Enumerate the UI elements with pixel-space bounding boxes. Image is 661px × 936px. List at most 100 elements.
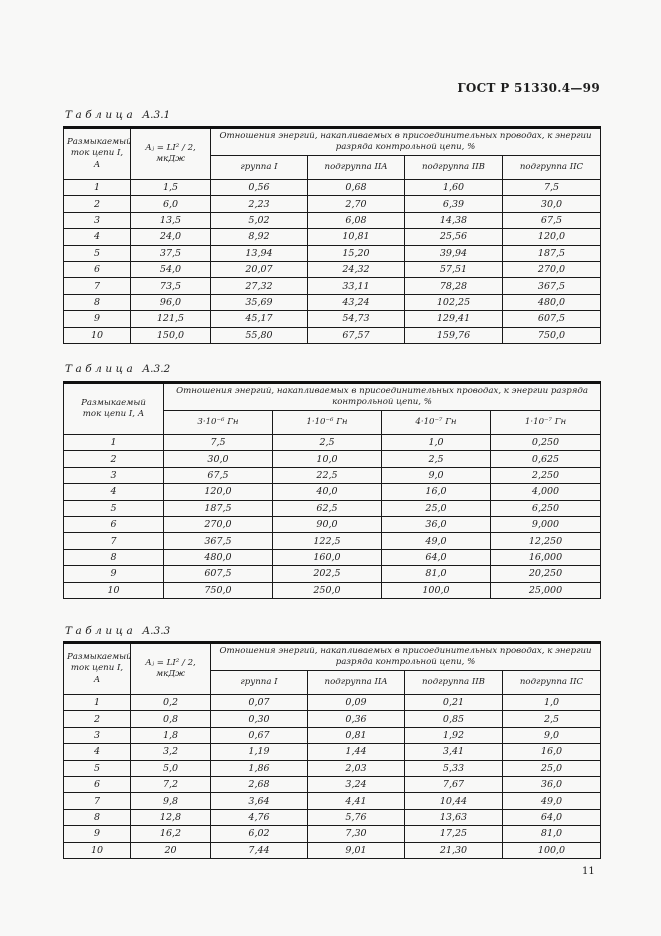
table-a31-label: Таблица А.3.1 xyxy=(65,109,170,121)
table-cell: 10,44 xyxy=(404,792,503,810)
table-cell: 81,0 xyxy=(381,565,491,583)
table-cell: 5 xyxy=(63,244,131,262)
table-cell: 12,250 xyxy=(489,532,602,550)
table-header-row: Размыкаемый ток цепи I, А Аⱼ = LI² / 2, … xyxy=(63,127,602,180)
span-header-energy-ratios: Отношения энергий, накапливаемых в присо… xyxy=(162,382,602,411)
table-cell: 2,70 xyxy=(307,195,405,213)
table-cell: 120,0 xyxy=(501,228,602,246)
table-cell: 0,68 xyxy=(307,178,405,197)
table-cell: 2,5 xyxy=(272,433,382,452)
table-a32: Размыкаемый ток цепи I, А Отношения энер… xyxy=(63,381,602,599)
table-cell: 6,250 xyxy=(489,499,602,517)
table-cell: 1 xyxy=(63,693,131,712)
col-header-current: Размыкаемый ток цепи I, А xyxy=(63,127,131,180)
table-cell: 0,07 xyxy=(210,693,308,712)
table-cell: 13,5 xyxy=(130,211,211,230)
table-cell: 3,24 xyxy=(307,775,405,794)
table-cell: 100,0 xyxy=(501,841,602,859)
table-cell: 480,0 xyxy=(163,548,273,567)
table-cell: 8 xyxy=(63,293,131,312)
table-cell: 54,73 xyxy=(307,310,405,328)
table-cell: 1,44 xyxy=(307,743,405,761)
table-cell: 367,5 xyxy=(501,277,602,295)
table-cell: 7 xyxy=(63,277,131,295)
table-cell: 1,0 xyxy=(501,693,602,712)
table-row: 6 54,0 20,07 24,32 57,51 270,0 xyxy=(63,260,602,279)
table-row: 7 367,5 122,5 49,0 12,250 xyxy=(63,532,602,550)
table-cell: 5,33 xyxy=(404,759,503,777)
table-cell: 36,0 xyxy=(501,775,602,794)
table-cell: 160,0 xyxy=(272,548,382,567)
table-cell: 14,38 xyxy=(404,211,503,230)
table-label-number: А.3.2 xyxy=(142,363,171,375)
table-cell: 49,0 xyxy=(501,792,602,810)
table-row: 4 24,0 8,92 10,81 25,56 120,0 xyxy=(63,228,602,246)
col-header-energy-formula: Аⱼ = LI² / 2, мкДж xyxy=(130,642,211,695)
table-cell: 10 xyxy=(63,581,164,599)
table-cell: 9,000 xyxy=(489,515,602,534)
table-label-number: А.3.1 xyxy=(142,109,171,121)
table-cell: 78,28 xyxy=(404,277,503,295)
table-cell: 4 xyxy=(63,228,131,246)
table-cell: 6 xyxy=(63,260,131,279)
table-cell: 16,0 xyxy=(381,483,491,501)
table-row: 8 96,0 35,69 43,24 102,25 480,0 xyxy=(63,293,602,312)
table-cell: 2,5 xyxy=(381,450,491,468)
page-number: 11 xyxy=(582,866,595,877)
table-cell: 129,41 xyxy=(404,310,503,328)
table-cell: 55,80 xyxy=(210,326,308,344)
table-cell: 49,0 xyxy=(381,532,491,550)
table-cell: 3,41 xyxy=(404,743,503,761)
table-cell: 100,0 xyxy=(381,581,491,599)
table-cell: 1,0 xyxy=(381,433,491,452)
table-label-number: А.3.3 xyxy=(142,625,171,637)
subheader-inductance-4e-7: 4·10⁻⁷ Гн xyxy=(381,410,491,435)
table-cell: 5,02 xyxy=(210,211,308,230)
table-cell: 5,76 xyxy=(307,808,405,827)
table-cell: 6 xyxy=(63,775,131,794)
table-cell: 5 xyxy=(63,499,164,517)
span-header-energy-ratios: Отношения энергий, накапливаемых в присо… xyxy=(209,127,602,156)
table-cell: 20 xyxy=(130,841,211,859)
table-cell: 2,03 xyxy=(307,759,405,777)
table-cell: 4 xyxy=(63,483,164,501)
table-cell: 33,11 xyxy=(307,277,405,295)
table-a32-label: Таблица А.3.2 xyxy=(65,363,170,375)
table-cell: 4,000 xyxy=(489,483,602,501)
table-cell: 122,5 xyxy=(272,532,382,550)
table-cell: 1,19 xyxy=(210,743,308,761)
table-cell: 9,0 xyxy=(501,726,602,745)
col-header-current: Размыкаемый ток цепи I, А xyxy=(63,642,131,695)
table-a33: Размыкаемый ток цепи I, А Аⱼ = LI² / 2, … xyxy=(63,641,602,859)
table-cell: 25,56 xyxy=(404,228,503,246)
subheader-inductance-3e-6: 3·10⁻⁶ Гн xyxy=(163,410,273,435)
table-cell: 30,0 xyxy=(163,450,273,468)
table-a32-body: 1 7,5 2,5 1,0 0,250 2 30,0 10,0 2,5 0,625 3 67,5 22,… xyxy=(63,433,602,599)
table-cell: 7,30 xyxy=(307,825,405,843)
table-cell: 16,0 xyxy=(501,743,602,761)
table-row: 5 187,5 62,5 25,0 6,250 xyxy=(63,499,602,517)
table-cell: 1,5 xyxy=(130,178,211,197)
table-a31: Размыкаемый ток цепи I, А Аⱼ = LI² / 2, … xyxy=(63,126,602,344)
table-cell: 25,000 xyxy=(489,581,602,599)
table-cell: 9,8 xyxy=(130,792,211,810)
table-row: 2 6,0 2,23 2,70 6,39 30,0 xyxy=(63,195,602,213)
table-cell: 16,2 xyxy=(130,825,211,843)
table-cell: 367,5 xyxy=(163,532,273,550)
table-cell: 5,0 xyxy=(130,759,211,777)
table-row: 1 7,5 2,5 1,0 0,250 xyxy=(63,433,602,452)
table-a33-label: Таблица А.3.3 xyxy=(65,625,170,637)
table-cell: 3,64 xyxy=(210,792,308,810)
table-cell: 1,8 xyxy=(130,726,211,745)
table-cell: 0,56 xyxy=(210,178,308,197)
table-cell: 9 xyxy=(63,565,164,583)
table-cell: 9 xyxy=(63,310,131,328)
table-cell: 0,81 xyxy=(307,726,405,745)
table-cell: 3,2 xyxy=(130,743,211,761)
table-cell: 6 xyxy=(63,515,164,534)
table-cell: 6,0 xyxy=(130,195,211,213)
table-cell: 73,5 xyxy=(130,277,211,295)
subheader-subgroup-iib: подгруппа IIB xyxy=(404,155,503,180)
subheader-inductance-1e-6: 1·10⁻⁶ Гн xyxy=(272,410,382,435)
